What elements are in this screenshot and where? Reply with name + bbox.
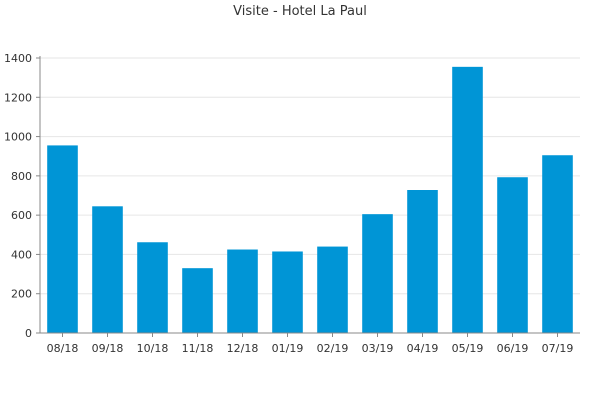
- y-tick-label: 0: [25, 327, 32, 340]
- x-tick-label: 06/19: [497, 342, 529, 355]
- x-tick-label: 09/18: [92, 342, 124, 355]
- bar-10-18: [137, 242, 168, 333]
- y-tick-labels: 0 200 400 600 800 1000 1200 1400: [4, 52, 32, 340]
- y-tick-label: 400: [11, 248, 32, 261]
- y-tick-label: 1200: [4, 91, 32, 104]
- x-tick-label: 07/19: [542, 342, 574, 355]
- bar-09-18: [92, 206, 123, 333]
- bar-04-19: [407, 190, 438, 333]
- x-tick-label: 01/19: [272, 342, 304, 355]
- y-tick-label: 200: [11, 288, 32, 301]
- x-tick-label: 10/18: [137, 342, 169, 355]
- bar-08-18: [47, 145, 78, 333]
- bar-12-18: [227, 249, 258, 333]
- y-tick-label: 1400: [4, 52, 32, 65]
- x-tick-labels: 08/18 09/18 10/18 11/18 12/18 01/19 02/19 03/19…: [47, 342, 574, 355]
- bar-02-19: [317, 246, 348, 333]
- bar-06-19: [497, 177, 528, 333]
- bar-03-19: [362, 214, 393, 333]
- x-tick-label: 11/18: [182, 342, 214, 355]
- y-tick-label: 800: [11, 170, 32, 183]
- x-tick-label: 05/19: [452, 342, 484, 355]
- x-tick-label: 04/19: [407, 342, 439, 355]
- x-tick-label: 02/19: [317, 342, 349, 355]
- y-tick-label: 600: [11, 209, 32, 222]
- bar-11-18: [182, 268, 213, 333]
- x-tick-label: 12/18: [227, 342, 259, 355]
- bar-01-19: [272, 251, 303, 333]
- y-tick-label: 1000: [4, 131, 32, 144]
- x-tick-label: 08/18: [47, 342, 79, 355]
- grid-lines: [40, 57, 580, 295]
- chart-title: Visite - Hotel La Paul: [233, 4, 367, 19]
- bars: [47, 66, 573, 333]
- axes: [36, 56, 580, 337]
- bar-05-19: [452, 66, 483, 333]
- bar-07-19: [542, 155, 573, 333]
- x-tick-label: 03/19: [362, 342, 394, 355]
